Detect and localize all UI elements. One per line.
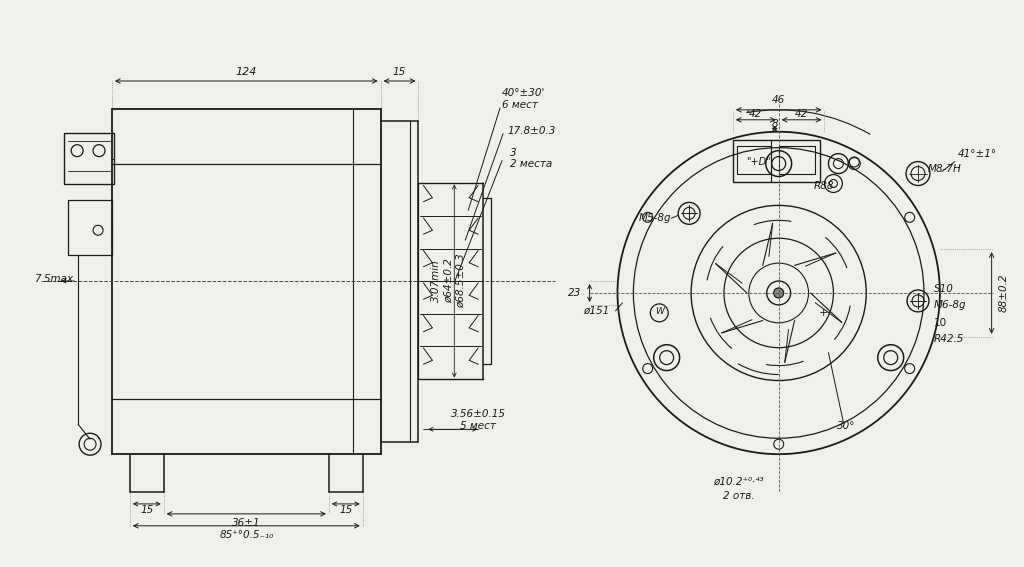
Text: 15: 15 [339, 505, 352, 515]
Text: R88: R88 [813, 181, 834, 192]
Text: 7.5max: 7.5max [35, 274, 74, 284]
Text: W: W [654, 307, 664, 316]
Text: 10: 10 [934, 318, 947, 328]
Text: 15: 15 [393, 67, 407, 77]
Text: 124: 124 [236, 67, 257, 77]
Text: 8: 8 [771, 119, 778, 129]
Text: 15: 15 [140, 505, 154, 515]
Bar [733, 139, 820, 181]
Text: +: + [819, 308, 828, 318]
Text: 42: 42 [795, 109, 808, 119]
Text: 40°±30': 40°±30' [502, 88, 546, 98]
Text: 23: 23 [568, 288, 582, 298]
Text: 88±0.2: 88±0.2 [998, 274, 1009, 312]
Text: ø10.2⁺⁰⋅⁴³: ø10.2⁺⁰⋅⁴³ [714, 477, 764, 487]
Text: 30°: 30° [837, 421, 856, 431]
Text: S10: S10 [934, 284, 953, 294]
Text: M8-7H: M8-7H [928, 163, 962, 174]
Text: 2 места: 2 места [510, 159, 552, 168]
Text: M6-8g: M6-8g [934, 300, 967, 310]
Text: 41°±1°: 41°±1° [957, 149, 997, 159]
Text: R42.5: R42.5 [934, 334, 965, 344]
Text: 6 мест: 6 мест [502, 100, 538, 110]
Text: 3: 3 [510, 147, 517, 158]
Text: ø64±0.2: ø64±0.2 [443, 259, 454, 303]
Text: 5 мест: 5 мест [460, 421, 496, 431]
Text: 36±1: 36±1 [232, 518, 261, 528]
Text: 2 отв.: 2 отв. [723, 491, 755, 501]
Text: 46: 46 [772, 95, 785, 105]
Text: 17.8±0.3: 17.8±0.3 [507, 126, 555, 136]
Text: ø151: ø151 [584, 306, 609, 316]
Text: ø68.5±0.3: ø68.5±0.3 [457, 253, 466, 308]
Bar [737, 146, 771, 174]
Bar [778, 146, 814, 174]
Text: 85⁺°0.5₋₁₀: 85⁺°0.5₋₁₀ [219, 530, 273, 540]
Text: 42: 42 [750, 109, 763, 119]
Bar [65, 133, 114, 184]
Text: "+D": "+D" [746, 156, 771, 167]
Circle shape [774, 288, 783, 298]
Text: M5-8g: M5-8g [639, 213, 671, 223]
Bar [69, 200, 112, 255]
Text: 3.07min: 3.07min [431, 260, 441, 302]
Text: 3.56±0.15: 3.56±0.15 [451, 409, 506, 420]
